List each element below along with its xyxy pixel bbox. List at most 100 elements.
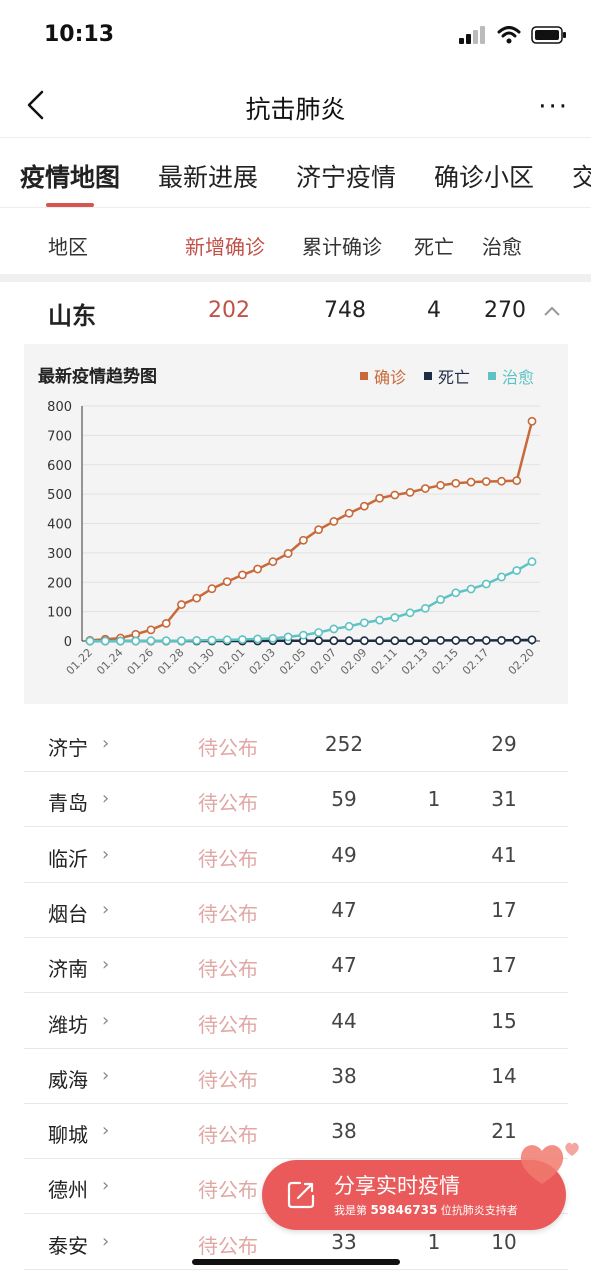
tab-epidemic-map[interactable]: 疫情地图 <box>20 163 121 192</box>
header-total-confirmed[interactable]: 累计确诊 <box>302 235 382 259</box>
header-deaths[interactable]: 死亡 <box>414 235 454 259</box>
data-point-1 <box>527 635 537 645</box>
legend-swatch-deaths <box>424 372 432 380</box>
data-point-2 <box>177 636 186 646</box>
data-point-2 <box>146 636 156 646</box>
y-tick-label: 300 <box>47 547 72 562</box>
city-row[interactable]: 济南 › 待公布 47 17 <box>24 938 568 994</box>
tab-latest-progress[interactable]: 最新进展 <box>158 163 259 192</box>
data-point-2 <box>405 608 415 618</box>
city-row[interactable]: 泰安 › 待公布 33 1 10 <box>24 1215 568 1270</box>
share-sub-prefix: 我是第 <box>334 1204 367 1217</box>
data-point-2 <box>222 635 232 645</box>
share-realtime-button[interactable]: 分享实时疫情 我是第 59846735 位抗肺炎支持者 <box>262 1160 566 1230</box>
wifi-icon <box>497 26 521 44</box>
city-new-confirmed: 待公布 <box>198 1012 258 1037</box>
x-tick-label: 02.09 <box>338 646 369 677</box>
data-point-1 <box>512 635 522 645</box>
data-point-2 <box>436 595 445 604</box>
header-new-confirmed[interactable]: 新增确诊 <box>185 235 265 259</box>
city-name: 青岛 <box>48 791 88 816</box>
data-point-2 <box>298 630 308 640</box>
data-point-2 <box>420 603 430 613</box>
x-tick-label: 02.11 <box>368 646 399 677</box>
data-point-0 <box>451 478 461 488</box>
city-row[interactable]: 威海 › 待公布 38 14 <box>24 1049 568 1104</box>
city-cured: 10 <box>491 1229 517 1254</box>
city-new-confirmed: 待公布 <box>198 957 258 982</box>
legend-swatch-cured <box>488 372 496 380</box>
data-point-0 <box>497 476 506 486</box>
city-name: 临沂 <box>48 846 88 871</box>
data-point-1 <box>481 636 491 645</box>
status-bar: 10:13 <box>0 0 591 72</box>
data-point-0 <box>161 618 171 628</box>
data-point-2 <box>131 636 141 646</box>
city-cured: 14 <box>491 1063 517 1088</box>
city-new-confirmed: 待公布 <box>198 791 258 816</box>
nav-bar: 抗击肺炎 ··· <box>0 72 591 138</box>
city-new-confirmed: 待公布 <box>198 901 258 926</box>
chevron-up-icon[interactable] <box>544 306 560 316</box>
legend-swatch-confirmed <box>360 372 368 380</box>
city-row[interactable]: 聊城 › 待公布 38 21 <box>24 1104 568 1160</box>
legend-label-cured: 治愈 <box>502 368 535 387</box>
data-point-2 <box>375 615 384 625</box>
data-point-0 <box>298 535 308 545</box>
data-point-1 <box>359 636 369 646</box>
city-new-confirmed: 待公布 <box>198 1067 258 1092</box>
legend-item-deaths: 死亡 <box>424 364 470 388</box>
city-name: 聊城 <box>48 1123 88 1148</box>
city-row[interactable]: 济宁 › 待公布 252 29 <box>24 717 568 772</box>
x-tick-label: 02.01 <box>216 646 247 677</box>
data-point-0 <box>314 525 324 535</box>
data-point-2 <box>359 618 369 628</box>
city-total-confirmed: 252 <box>324 732 364 756</box>
data-point-2 <box>390 613 400 622</box>
more-menu-button[interactable]: ··· <box>538 92 569 122</box>
data-point-1 <box>344 636 354 646</box>
city-cured: 21 <box>491 1119 517 1144</box>
data-point-2 <box>161 636 171 646</box>
series-line-2 <box>90 560 533 643</box>
data-point-0 <box>177 600 186 609</box>
data-point-0 <box>238 570 247 580</box>
city-cured: 31 <box>491 787 517 812</box>
city-row[interactable]: 烟台 › 待公布 47 17 <box>24 883 568 938</box>
tab-confirmed-communities[interactable]: 确诊小区 <box>434 163 535 192</box>
city-name: 潍坊 <box>48 1012 88 1037</box>
data-point-0 <box>527 416 537 426</box>
data-point-0 <box>268 557 278 567</box>
city-row[interactable]: 临沂 › 待公布 49 41 <box>24 828 568 883</box>
status-icons <box>459 26 567 44</box>
x-tick-label: 01.28 <box>155 646 186 677</box>
city-deaths: 1 <box>427 787 441 812</box>
data-point-2 <box>238 635 247 644</box>
city-total-confirmed: 38 <box>331 1063 357 1088</box>
data-point-1 <box>451 636 461 645</box>
data-point-1 <box>314 636 324 646</box>
data-point-1 <box>497 636 506 645</box>
header-region: 地区 <box>48 235 88 259</box>
city-total-confirmed: 47 <box>331 953 357 978</box>
tab-jining-epidemic[interactable]: 济宁疫情 <box>296 163 397 192</box>
city-row[interactable]: 青岛 › 待公布 59 1 31 <box>24 772 568 828</box>
header-cured[interactable]: 治愈 <box>482 235 522 259</box>
share-title: 分享实时疫情 <box>334 1174 460 1198</box>
back-arrow-icon[interactable] <box>20 88 54 122</box>
chevron-right-icon: › <box>102 1120 110 1142</box>
data-point-2 <box>451 588 461 598</box>
x-tick-label: 02.05 <box>277 646 308 677</box>
city-name: 济南 <box>48 957 88 982</box>
data-point-2 <box>192 636 202 645</box>
data-point-1 <box>405 636 415 646</box>
city-row[interactable]: 潍坊 › 待公布 44 15 <box>24 994 568 1049</box>
data-point-0 <box>329 517 339 526</box>
province-row[interactable]: 山东 202 748 4 270 <box>0 282 591 342</box>
signal-icon <box>459 26 485 44</box>
province-new-confirmed: 202 <box>208 298 250 323</box>
data-point-1 <box>375 636 384 646</box>
section-divider <box>0 274 591 282</box>
tab-more[interactable]: 交 <box>572 158 591 194</box>
data-point-0 <box>222 577 232 587</box>
